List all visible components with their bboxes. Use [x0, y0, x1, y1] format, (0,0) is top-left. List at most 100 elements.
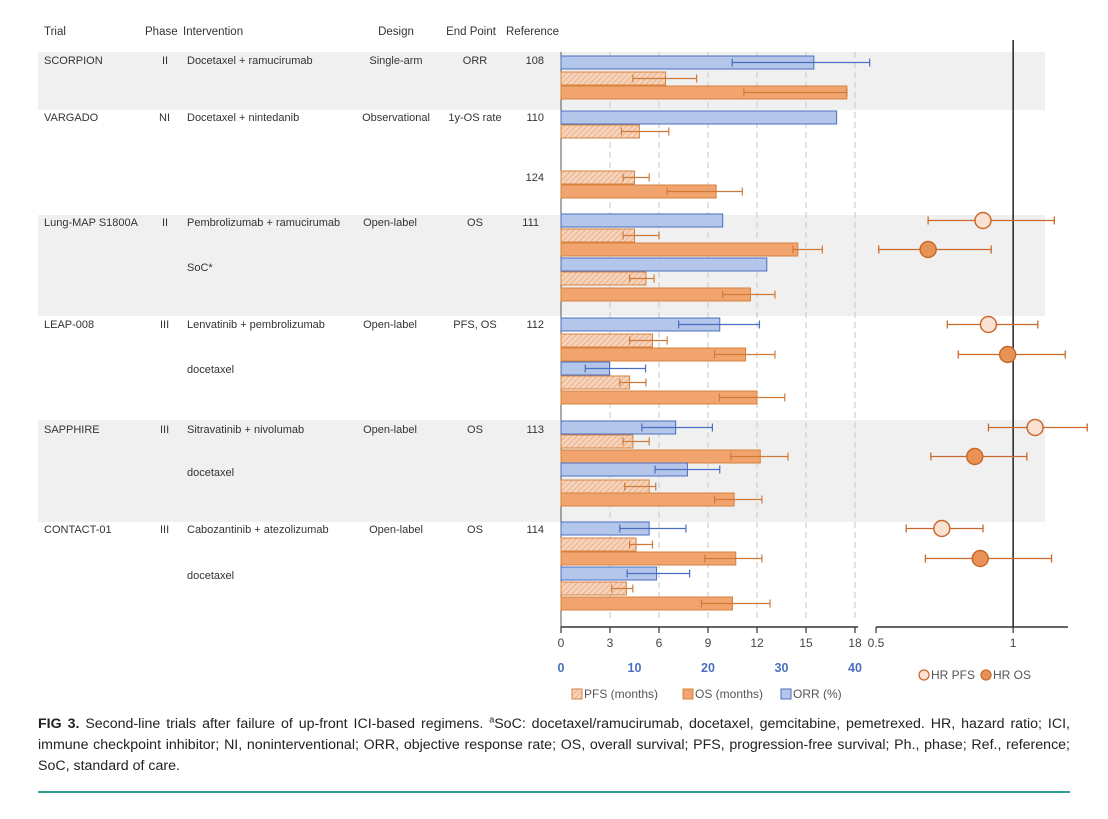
caption-footnote-mark: a — [489, 714, 495, 725]
legend-swatch-os — [682, 688, 694, 700]
table-rows: SCORPION II Docetaxel + ramucirumab Sing… — [44, 55, 544, 582]
trial-intervention: docetaxel — [187, 570, 234, 582]
trial-reference: 110 — [526, 112, 544, 124]
trial-intervention: Cabozantinib + atezolizumab — [187, 524, 329, 536]
header-endpoint: End Point — [446, 26, 497, 38]
trial-name: SAPPHIRE — [44, 424, 100, 436]
x-axis: 0 3 6 9 12 15 18 0 10 20 30 40 — [558, 626, 862, 675]
trial-endpoint: PFS, OS — [453, 319, 496, 331]
x-tick-label-months: 3 — [607, 636, 614, 650]
x-axis-ticks: 0 3 6 9 12 15 18 0 10 20 30 40 — [558, 627, 862, 675]
legend-label-orr: ORR (%) — [793, 687, 842, 700]
trial-reference: 124 — [526, 172, 544, 184]
trial-intervention: Docetaxel + nintedanib — [187, 112, 299, 124]
legend-label-hr-pfs: HR PFS — [931, 668, 975, 682]
hr-axis: 0.5 1 — [868, 626, 1068, 650]
trial-design: Observational — [362, 112, 430, 124]
trial-bands — [38, 52, 1045, 522]
trial-reference: 113 — [526, 424, 544, 436]
legend-label-os: OS (months) — [695, 687, 763, 700]
hr-os-marker — [919, 240, 937, 259]
header-design: Design — [378, 26, 414, 38]
hr-tick-label: 1 — [1010, 636, 1017, 650]
header-trial: Trial — [44, 26, 66, 38]
trial-band — [38, 420, 1045, 522]
header-reference: Reference — [506, 26, 559, 38]
trial-intervention: Docetaxel + ramucirumab — [187, 55, 313, 67]
trial-intervention: docetaxel — [187, 467, 234, 479]
trial-design: Open-label — [363, 217, 417, 229]
forest-plot — [878, 211, 1088, 568]
trial-intervention: Pembrolizumab + ramucirumab — [187, 217, 340, 229]
hr-tick-label: 0.5 — [868, 636, 885, 650]
bar-pfs — [560, 434, 634, 449]
legend-label-hr-os: HR OS — [993, 668, 1031, 682]
trial-endpoint: OS — [467, 217, 483, 229]
trial-intervention: SoC* — [187, 262, 213, 274]
hr-legend: HR PFS HR OS — [918, 668, 1031, 682]
bar-orr — [560, 110, 838, 125]
hr-axis-ticks: 0.5 1 — [868, 627, 1017, 650]
hr-pfs-marker — [933, 519, 951, 538]
bar-marks — [560, 55, 871, 611]
legend: PFS (months) OS (months) ORR (%) — [571, 687, 842, 700]
trial-band — [38, 215, 1045, 316]
x-tick-label-months: 0 — [558, 636, 565, 650]
trial-name: CONTACT-01 — [44, 524, 112, 536]
trial-endpoint: OS — [467, 424, 483, 436]
trial-phase: III — [160, 524, 169, 536]
trial-phase: III — [160, 424, 169, 436]
bar-pfs — [560, 537, 637, 552]
caption-body: SoC: docetaxel/ramucirumab, docetaxel, g… — [38, 716, 1070, 774]
x-tick-label-orr: 0 — [558, 661, 565, 675]
trial-name: VARGADO — [44, 112, 99, 124]
x-tick-label-orr: 40 — [848, 661, 862, 675]
legend-marker-hr-pfs — [918, 669, 930, 681]
trial-phase: II — [162, 55, 168, 67]
hr-os-marker — [971, 549, 989, 568]
trial-design: Single-arm — [369, 55, 422, 67]
trial-endpoint: 1y-OS rate — [448, 112, 501, 124]
trial-phase: II — [162, 217, 168, 229]
x-tick-label-months: 9 — [705, 636, 712, 650]
bar-os — [560, 242, 799, 257]
x-tick-label-orr: 10 — [628, 661, 642, 675]
bar-orr — [560, 213, 724, 228]
bar-orr — [560, 257, 768, 272]
table-header: Trial Phase Intervention Design End Poin… — [44, 26, 559, 38]
hr-os-marker — [965, 447, 984, 466]
header-phase: Phase — [145, 26, 178, 38]
hr-pfs-marker — [1026, 418, 1044, 437]
trial-phase: III — [160, 319, 169, 331]
trial-reference: 111 — [522, 217, 539, 229]
trial-reference: 112 — [526, 319, 544, 331]
x-tick-label-months: 6 — [656, 636, 663, 650]
x-tick-label-orr: 30 — [775, 661, 789, 675]
trial-band — [38, 52, 1045, 110]
bar-os — [560, 287, 751, 302]
trial-phase: NI — [159, 112, 170, 124]
hr-pfs-marker — [979, 315, 998, 334]
trial-design: Open-label — [363, 424, 417, 436]
trial-intervention: Sitravatinib + nivolumab — [187, 424, 304, 436]
trial-name: Lung-MAP S1800A — [44, 217, 139, 229]
legend-swatch-orr — [780, 688, 792, 700]
trial-endpoint: ORR — [463, 55, 488, 67]
trial-design: Open-label — [363, 319, 417, 331]
legend-label-pfs: PFS (months) — [584, 687, 658, 700]
trial-name: SCORPION — [44, 55, 103, 67]
trial-endpoint: OS — [467, 524, 483, 536]
figure-caption: FIG 3. Second-line trials after failure … — [38, 714, 1070, 777]
trial-intervention: docetaxel — [187, 364, 234, 376]
trial-reference: 108 — [526, 55, 544, 67]
bar-os — [560, 492, 735, 507]
trial-intervention: Lenvatinib + pembrolizumab — [187, 319, 325, 331]
x-tick-label-months: 15 — [799, 636, 813, 650]
x-tick-label-months: 12 — [750, 636, 764, 650]
trials-figure: Trial Phase Intervention Design End Poin… — [38, 26, 1088, 700]
legend-swatch-pfs — [571, 688, 583, 700]
trial-name: LEAP-008 — [44, 319, 94, 331]
trial-reference: 114 — [526, 524, 544, 536]
x-tick-label-months: 18 — [848, 636, 862, 650]
caption-label: FIG 3. — [38, 716, 80, 732]
